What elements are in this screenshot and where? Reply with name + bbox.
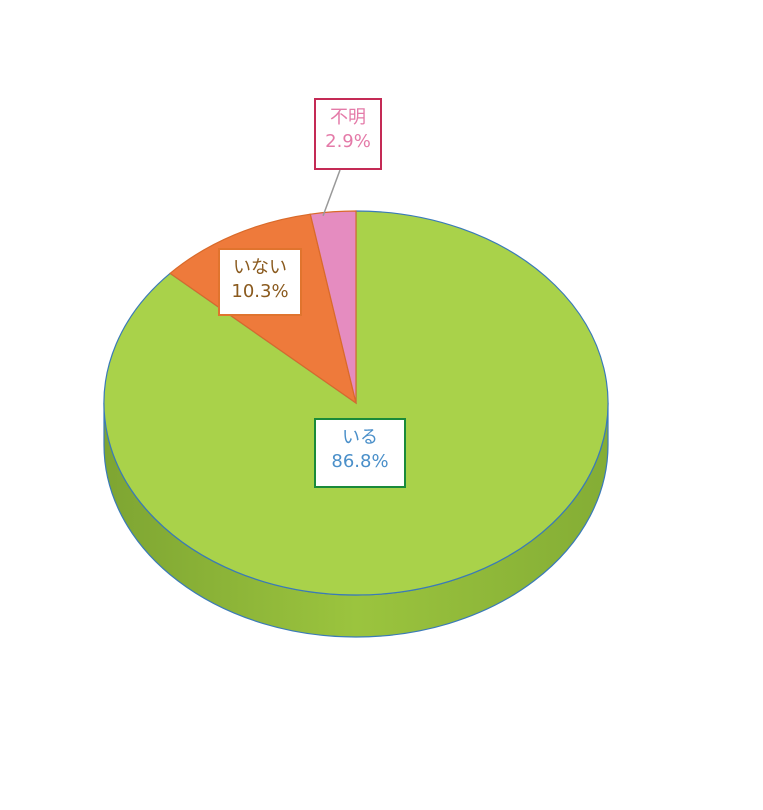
slice-name: 不明 <box>330 107 366 128</box>
slice-label-fumei: 不明 2.9% <box>314 98 382 170</box>
slice-label-inai: いない 10.3% <box>218 248 302 316</box>
pie-top-face <box>103 210 609 596</box>
label-leader-line <box>322 169 341 217</box>
slice-name: いない <box>233 257 287 278</box>
slice-value: 86.8% <box>331 451 389 472</box>
slice-value: 10.3% <box>231 281 289 302</box>
slice-value: 2.9% <box>325 131 371 152</box>
pie-slice <box>309 210 357 404</box>
slice-name: いる <box>342 427 378 448</box>
slice-label-iru: いる 86.8% <box>314 418 406 488</box>
